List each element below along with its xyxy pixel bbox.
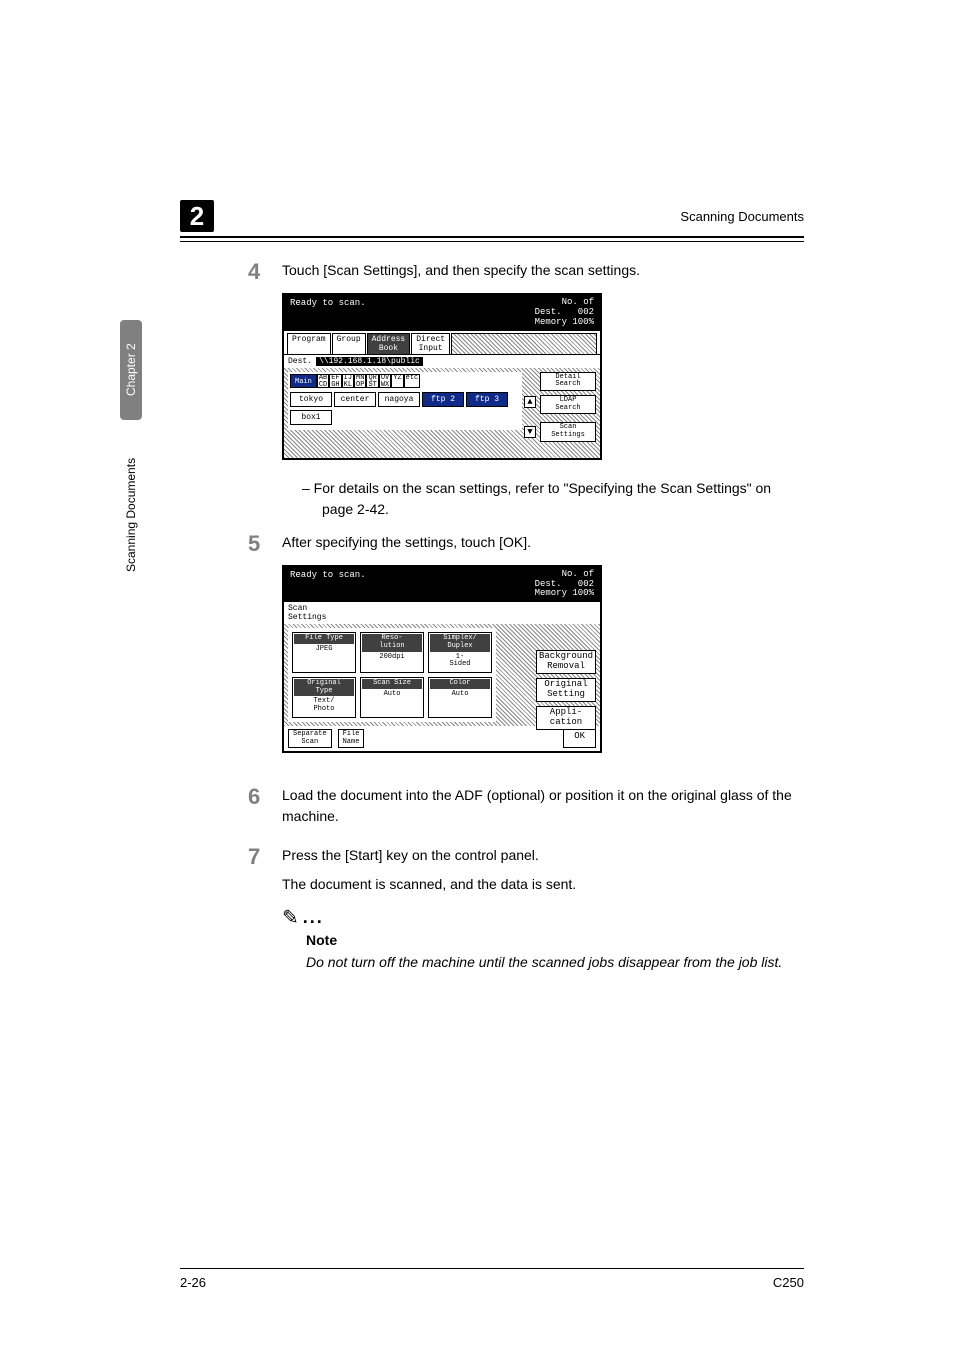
lcd2-memory: Memory 100% xyxy=(535,588,594,598)
footer-model: C250 xyxy=(773,1275,804,1290)
lcd-scan-settings: Ready to scan. No. of Dest. 002 Memory 1… xyxy=(282,565,602,754)
lcd1-detail-search[interactable]: Detail Search xyxy=(540,372,596,391)
lcd1-memory: Memory 100% xyxy=(535,317,594,327)
lcd2-application[interactable]: Appli- cation xyxy=(536,706,596,730)
note-label: Note xyxy=(306,932,804,948)
lcd2-color[interactable]: Color Auto xyxy=(428,677,492,718)
lcd2-originaltype[interactable]: Original Type Text/ Photo xyxy=(292,677,356,718)
lcd1-chip-box1[interactable]: box1 xyxy=(290,410,332,425)
lcd1-chip-tokyo[interactable]: tokyo xyxy=(290,392,332,407)
step-4-text: Touch [Scan Settings], and then specify … xyxy=(282,260,804,281)
lcd1-alpha-main[interactable]: Main xyxy=(290,374,317,388)
lcd2-destcount: 002 xyxy=(578,579,594,589)
lcd2-filetype-label: File Type xyxy=(294,634,354,644)
lcd2-color-val: Auto xyxy=(430,689,490,701)
lcd1-alpha-5[interactable]: QR ST xyxy=(366,374,378,388)
header-rule-thin xyxy=(180,241,804,242)
step-7: 7 Press the [Start] key on the control p… xyxy=(248,845,804,868)
lcd2-duplex-label: Simplex/ Duplex xyxy=(430,634,490,651)
lcd1-chip-ftp3[interactable]: ftp 3 xyxy=(466,392,508,407)
lcd2-color-label: Color xyxy=(430,679,490,689)
lcd2-resolution-val: 200dpi xyxy=(362,652,422,664)
step-5-text: After specifying the settings, touch [OK… xyxy=(282,532,804,553)
lcd2-file-name[interactable]: File Name xyxy=(338,729,365,748)
step-7-number: 7 xyxy=(248,845,282,868)
lcd2-resolution[interactable]: Reso- lution 200dpi xyxy=(360,632,424,673)
step-6: 6 Load the document into the ADF (option… xyxy=(248,785,804,827)
step-5-number: 5 xyxy=(248,532,282,555)
header-section-title: Scanning Documents xyxy=(680,209,804,224)
lcd2-sublabel: Scan Settings xyxy=(284,602,600,624)
lcd2-bgremoval[interactable]: Background Removal xyxy=(536,650,596,674)
lcd1-alpha-3[interactable]: IJ KL xyxy=(342,374,354,388)
lcd2-originaltype-label: Original Type xyxy=(294,679,354,696)
note-dots-icon: ... xyxy=(303,907,324,928)
lcd2-filetype-val: JPEG xyxy=(294,644,354,656)
step-6-text: Load the document into the ADF (optional… xyxy=(282,785,804,827)
step-4: 4 Touch [Scan Settings], and then specif… xyxy=(248,260,804,283)
lcd2-resolution-label: Reso- lution xyxy=(362,634,422,651)
header-rule-thick xyxy=(180,236,804,238)
lcd-address-book: Ready to scan. No. of Dest. 002 Memory 1… xyxy=(282,293,602,460)
step-4-number: 4 xyxy=(248,260,282,283)
lcd1-alpha-6[interactable]: UV WX xyxy=(379,374,391,388)
lcd2-duplex-val: 1- Sided xyxy=(430,652,490,671)
lcd2-origsetting[interactable]: Original Setting xyxy=(536,678,596,702)
chapter-number-box: 2 xyxy=(180,200,214,232)
step-5: 5 After specifying the settings, touch [… xyxy=(248,532,804,555)
step-7-after: The document is scanned, and the data is… xyxy=(282,874,804,895)
note-icon: ✎ ... xyxy=(282,905,804,930)
lcd1-alpha-8[interactable]: etc xyxy=(404,374,421,388)
lcd1-scan-settings-btn[interactable]: Scan Settings xyxy=(540,422,596,441)
sidetab-title: Scanning Documents xyxy=(120,430,142,600)
lcd1-alpha-7[interactable]: YZ xyxy=(391,374,403,388)
lcd2-scansize-label: Scan Size xyxy=(362,679,422,689)
lcd2-scansize-val: Auto xyxy=(362,689,422,701)
lcd1-ldap-search[interactable]: LDAP Search xyxy=(540,395,596,414)
step-6-number: 6 xyxy=(248,785,282,808)
lcd1-chip-ftp2[interactable]: ftp 2 xyxy=(422,392,464,407)
lcd2-ready: Ready to scan. xyxy=(290,570,366,600)
lcd1-arrow-down[interactable]: ▼ xyxy=(524,426,536,438)
footer-page: 2-26 xyxy=(180,1275,206,1290)
lcd1-chip-nagoya[interactable]: nagoya xyxy=(378,392,420,407)
lcd1-arrow-up[interactable]: ▲ xyxy=(524,396,536,408)
lcd2-ok-button[interactable]: OK xyxy=(563,729,596,748)
lcd2-scansize[interactable]: Scan Size Auto xyxy=(360,677,424,718)
lcd1-destcount: 002 xyxy=(578,307,594,317)
lcd2-filetype[interactable]: File Type JPEG xyxy=(292,632,356,673)
lcd1-alpha-2[interactable]: EF GH xyxy=(329,374,341,388)
lcd1-tab-direct[interactable]: Direct Input xyxy=(411,333,450,354)
lcd2-separate-scan[interactable]: Separate Scan xyxy=(288,729,332,748)
step-7-text: Press the [Start] key on the control pan… xyxy=(282,845,804,866)
lcd1-tab-program[interactable]: Program xyxy=(287,333,331,354)
footer-rule xyxy=(180,1268,804,1269)
step-4-subtext: – For details on the scan settings, refe… xyxy=(302,478,804,520)
note-body: Do not turn off the machine until the sc… xyxy=(306,952,804,972)
lcd1-chip-center[interactable]: center xyxy=(334,392,376,407)
sidetab-chapter: Chapter 2 xyxy=(120,320,142,420)
lcd1-ready: Ready to scan. xyxy=(290,298,366,328)
lcd1-tab-address[interactable]: Address Book xyxy=(367,333,411,354)
lcd1-dest-value: \\192.168.1.18\public xyxy=(316,357,423,366)
lcd2-duplex[interactable]: Simplex/ Duplex 1- Sided xyxy=(428,632,492,673)
pen-icon: ✎ xyxy=(282,905,299,930)
lcd1-alpha-1[interactable]: AB CD xyxy=(317,374,329,388)
lcd1-tab-group[interactable]: Group xyxy=(332,333,366,354)
lcd1-alpha-4[interactable]: MN OP xyxy=(354,374,366,388)
lcd2-originaltype-val: Text/ Photo xyxy=(294,696,354,715)
lcd1-dest-label: Dest. xyxy=(288,357,312,366)
